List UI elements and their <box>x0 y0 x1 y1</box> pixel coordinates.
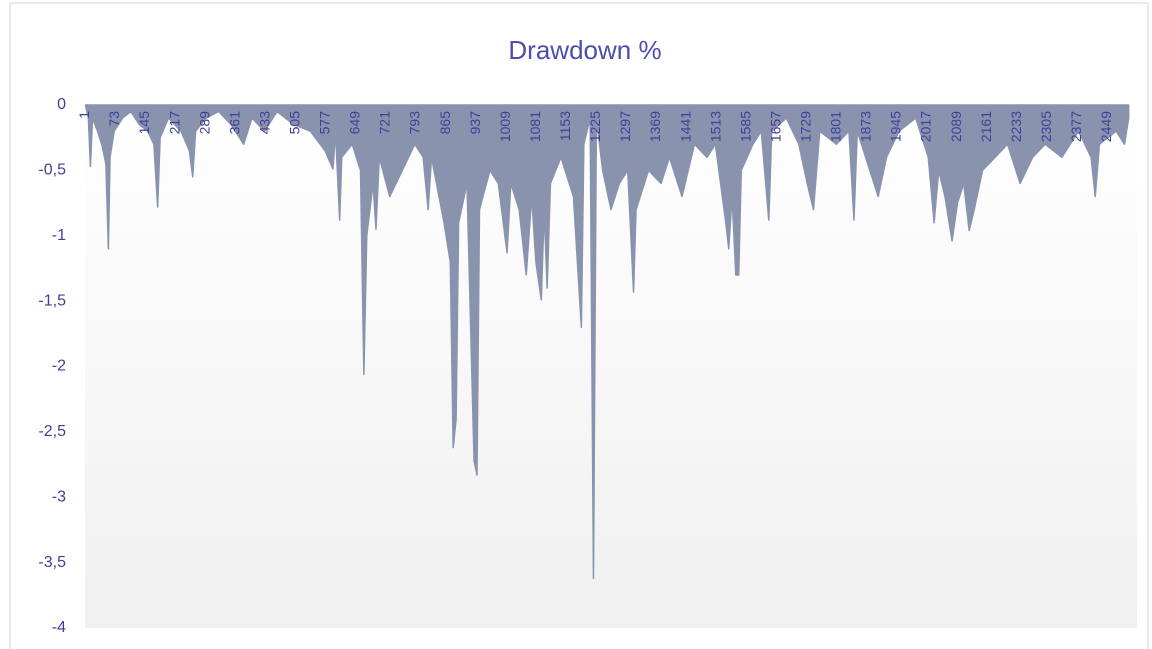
x-tick-label: 1873 <box>858 111 874 142</box>
y-tick-label: -3 <box>52 488 66 505</box>
x-tick-label: 145 <box>136 111 152 135</box>
chart-title: Drawdown % <box>508 35 661 65</box>
x-tick-label: 433 <box>256 111 272 135</box>
x-tick-label: 2449 <box>1098 111 1114 142</box>
x-tick-label: 1513 <box>707 111 723 142</box>
x-tick-label: 1297 <box>617 111 633 142</box>
x-tick-label: 1585 <box>737 111 753 142</box>
y-tick-label: -0,5 <box>38 162 66 179</box>
x-tick-label: 577 <box>317 111 333 135</box>
x-tick-label: 649 <box>347 111 363 135</box>
x-tick-label: 1009 <box>497 111 513 142</box>
y-tick-label: -1,5 <box>38 292 66 309</box>
y-tick-label: 0 <box>57 96 66 113</box>
y-tick-label: -1 <box>52 227 66 244</box>
x-tick-label: 1801 <box>828 111 844 142</box>
y-tick-label: -4 <box>52 619 66 636</box>
x-tick-label: 2305 <box>1038 111 1054 142</box>
x-tick-label: 217 <box>166 111 182 135</box>
x-tick-label: 793 <box>407 111 423 135</box>
area <box>84 104 1130 580</box>
y-tick-label: -3,5 <box>38 554 66 571</box>
x-tick-label: 721 <box>377 111 393 135</box>
y-tick-label: -2,5 <box>38 423 66 440</box>
x-tick-label: 289 <box>196 111 212 135</box>
x-tick-label: 2377 <box>1068 111 1084 142</box>
x-tick-label: 1369 <box>647 111 663 142</box>
x-tick-label: 865 <box>437 111 453 135</box>
x-tick-label: 2017 <box>918 111 934 142</box>
x-tick-label: 1657 <box>767 111 783 142</box>
x-tick-label: 1081 <box>527 111 543 142</box>
x-tick-label: 1945 <box>888 111 904 142</box>
x-tick-label: 937 <box>467 111 483 135</box>
x-tick-label: 2089 <box>948 111 964 142</box>
x-tick-label: 2161 <box>978 111 994 142</box>
x-tick-label: 361 <box>226 111 242 135</box>
x-tick-label: 73 <box>106 111 122 127</box>
x-tick-label: 1729 <box>797 111 813 142</box>
x-tick-label: 2233 <box>1008 111 1024 142</box>
x-tick-label: 1441 <box>677 111 693 142</box>
x-tick-label: 1153 <box>557 111 573 141</box>
x-tick-label: 1 <box>76 111 92 119</box>
x-tick-label: 505 <box>287 111 303 135</box>
y-tick-label: -2 <box>52 358 66 375</box>
x-tick-label: 1225 <box>587 111 603 142</box>
